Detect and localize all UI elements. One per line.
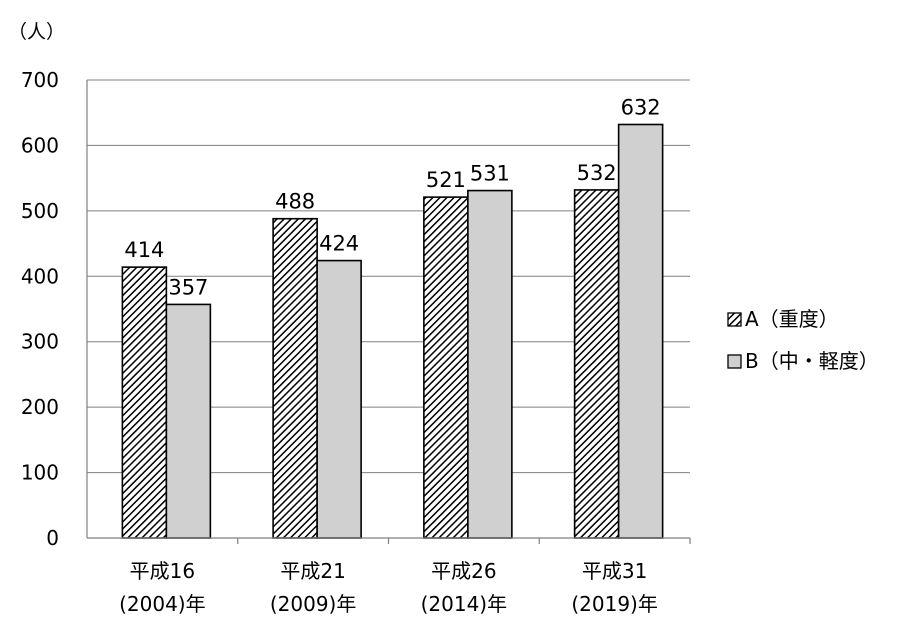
legend-label-b: B（中・軽度）: [745, 349, 879, 373]
y-tick-label-0: 0: [46, 526, 59, 550]
data-label-b-2: 531: [470, 162, 510, 186]
bar-b-1: [316, 259, 362, 539]
bar-b-3: [617, 123, 664, 539]
x-axis: 平成16 (2004)年 平成21 (2009)年 平成26 (2014)年 平成31 (20…: [86, 80, 691, 616]
data-label-a-2: 521: [426, 168, 466, 192]
x-tick-label-0-line2: (2004)年: [119, 592, 206, 616]
bar-b-2: [467, 189, 513, 539]
x-tick-label-2-line2: (2014)年: [421, 592, 508, 616]
legend-swatch-a: [727, 312, 742, 327]
y-tick-label-200: 200: [21, 395, 59, 419]
x-tick-label-1-line1: 平成21: [280, 559, 345, 583]
bar-a-3: [573, 189, 620, 539]
y-axis-ticks: 0 100 200 300 400 500 600 700: [21, 68, 59, 550]
y-tick-label-300: 300: [21, 330, 59, 354]
data-label-b-3: 632: [621, 95, 661, 119]
x-tick-label-3-line2: (2019)年: [571, 592, 658, 616]
bar-a-0: [121, 266, 168, 539]
x-tick-label-3-line1: 平成31: [582, 559, 647, 583]
bar-a-1: [272, 217, 318, 539]
bars: [121, 123, 664, 539]
y-axis-unit-label: （人）: [8, 21, 65, 43]
y-tick-label-400: 400: [21, 264, 59, 288]
x-tick-label-2-line1: 平成26: [431, 559, 496, 583]
y-tick-label-700: 700: [21, 68, 59, 92]
legend-swatch-b: [727, 354, 742, 369]
legend: A（重度） B（中・軽度）: [727, 307, 879, 373]
bar-a-2: [423, 196, 469, 539]
bar-b-0: [165, 303, 212, 539]
data-label-a-1: 488: [275, 190, 315, 214]
data-label-a-3: 532: [577, 161, 617, 185]
x-tick-label-1-line2: (2009)年: [270, 592, 357, 616]
data-label-b-1: 424: [319, 232, 359, 256]
data-label-b-0: 357: [168, 275, 208, 299]
x-tick-label-0-line1: 平成16: [130, 559, 195, 583]
y-tick-label-500: 500: [21, 199, 59, 223]
y-tick-label-600: 600: [21, 133, 59, 157]
y-tick-label-100: 100: [21, 461, 59, 485]
data-label-a-0: 414: [124, 238, 164, 262]
legend-label-a: A（重度）: [745, 307, 839, 331]
